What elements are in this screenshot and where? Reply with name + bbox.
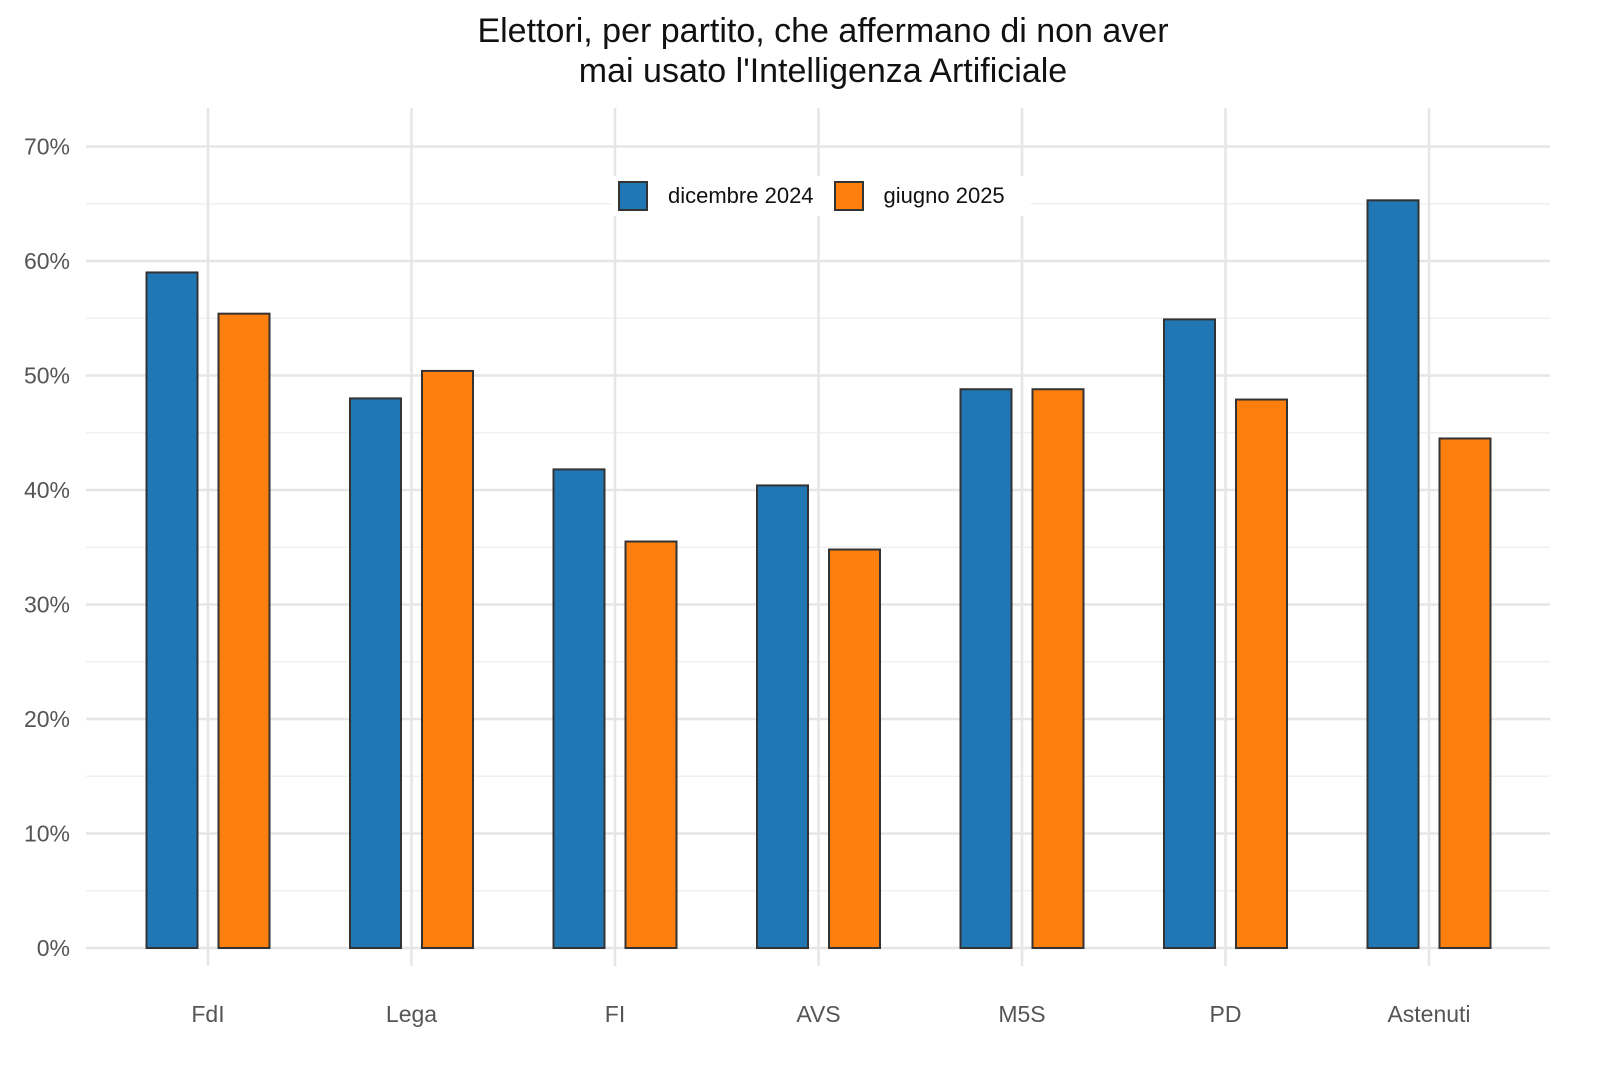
bar-giugno-2025-fdi [217, 312, 271, 950]
bar-giugno-2025-m5s [1031, 388, 1085, 949]
legend-item-series-2: giugno 2025 [833, 181, 1005, 211]
chart-title-line-1: Elettori, per partito, che affermano di … [477, 12, 1169, 50]
chart-title-line-2: mai usato l'Intelligenza Artificiale [578, 52, 1068, 90]
bar-dicembre-2024-m5s [959, 388, 1013, 949]
bar-giugno-2025-lega [421, 369, 474, 950]
bar-chart: 0% 10% 20% 30% 40% 50% 60% 70% FdI Lega FI AVS M5S PD… [24, 108, 1550, 1027]
legend-label-series-1: dicembre 2024 [668, 183, 814, 208]
bar-giugno-2025-fi [624, 540, 678, 950]
x-tick-label: FI [605, 1001, 625, 1027]
y-tick-label: 10% [24, 821, 70, 847]
bar-giugno-2025-pd [1235, 398, 1288, 950]
x-tick-label: AVS [796, 1001, 840, 1027]
x-tick-label: M5S [998, 1001, 1045, 1027]
y-tick-label: 40% [24, 477, 70, 503]
bar-dicembre-2024-avs [756, 484, 809, 949]
bar-giugno-2025-avs [828, 548, 881, 949]
x-tick-label: Lega [386, 1001, 437, 1027]
bar-dicembre-2024-fdi [145, 271, 199, 949]
bar-dicembre-2024-pd [1163, 318, 1216, 949]
chart-legend: dicembre 2024 giugno 2025 [612, 176, 1031, 216]
y-tick-label: 70% [24, 134, 70, 160]
legend-swatch-series-2 [833, 181, 864, 211]
bar-dicembre-2024-fi [552, 468, 606, 949]
y-tick-label: 60% [24, 248, 70, 274]
x-tick-label: FdI [191, 1001, 224, 1027]
bar-dicembre-2024-astenuti [1366, 199, 1420, 949]
legend-item-series-1: dicembre 2024 [618, 181, 814, 211]
legend-label-series-2: giugno 2025 [883, 183, 1005, 208]
y-tick-label: 50% [24, 363, 70, 389]
bar-giugno-2025-astenuti [1438, 437, 1492, 949]
x-tick-label: PD [1210, 1001, 1242, 1027]
y-tick-label: 30% [24, 592, 70, 618]
bar-dicembre-2024-lega [349, 397, 402, 949]
legend-swatch-series-1 [618, 181, 648, 211]
y-tick-label: 0% [37, 935, 70, 961]
y-tick-label: 20% [24, 706, 70, 732]
x-tick-label: Astenuti [1387, 1001, 1470, 1027]
